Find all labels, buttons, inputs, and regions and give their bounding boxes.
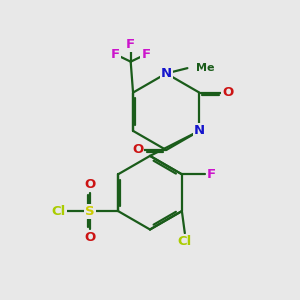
Text: Cl: Cl	[51, 205, 65, 218]
Text: F: F	[207, 168, 216, 181]
Text: F: F	[111, 48, 120, 61]
Text: S: S	[85, 205, 95, 218]
Text: O: O	[85, 231, 96, 244]
Text: O: O	[132, 143, 143, 157]
Text: O: O	[85, 178, 96, 191]
Text: N: N	[194, 124, 205, 137]
Text: F: F	[141, 48, 151, 61]
Text: Me: Me	[196, 63, 215, 73]
Text: F: F	[126, 38, 135, 51]
Text: Cl: Cl	[178, 235, 192, 248]
Text: N: N	[160, 67, 172, 80]
Text: O: O	[222, 86, 233, 99]
